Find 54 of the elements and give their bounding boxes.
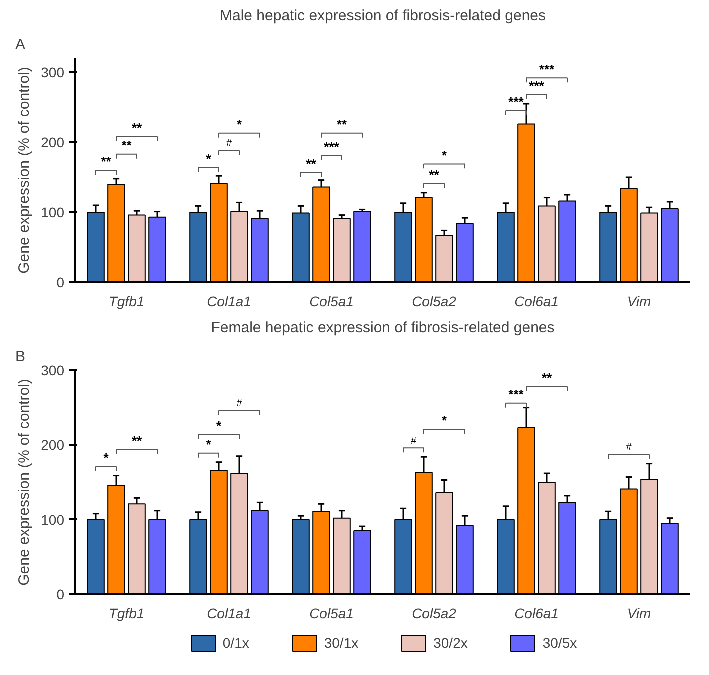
x-tick-label: Col1a1 (207, 294, 252, 310)
annotation: * (442, 148, 448, 163)
annotation: ** (132, 433, 143, 448)
y-tick-label: 100 (41, 204, 65, 220)
text: B (16, 348, 26, 366)
y-tick-label: 0 (56, 586, 65, 602)
x-tick-label: Col5a1 (310, 606, 354, 622)
annotation: * (206, 437, 212, 452)
x-tick-label: Col5a2 (412, 294, 457, 310)
annotation: * (104, 450, 110, 466)
x-tick-label: Col5a1 (310, 294, 354, 310)
y-tick-label: 100 (41, 512, 65, 528)
x-tick-label: Vim (627, 606, 652, 622)
annotation: ** (429, 167, 440, 182)
chart-title: Female hepatic expression of fibrosis-related genes (211, 320, 555, 336)
legend-label: 30/5x (542, 635, 578, 651)
legend-label: 30/1x (324, 635, 359, 651)
annotation: *** (508, 387, 525, 402)
annotation: * (206, 151, 212, 166)
y-tick-label: 200 (41, 134, 65, 150)
annotation: ** (336, 117, 348, 132)
annotation: * (216, 418, 222, 434)
annotation: ** (132, 120, 143, 136)
annotation: *** (539, 62, 556, 77)
annotation: ** (306, 156, 318, 172)
annotation: ** (101, 154, 112, 170)
annotation: # (236, 398, 243, 410)
y-axis-title: Gene expression (% of control) (16, 379, 34, 586)
annotation: # (226, 138, 232, 150)
annotation: * (236, 117, 243, 132)
y-tick-label: 0 (56, 274, 65, 290)
annotation: # (626, 442, 632, 454)
y-tick-label: 300 (41, 362, 65, 378)
x-tick-label: Tgfb1 (108, 294, 145, 310)
y-tick-label: 300 (41, 64, 65, 80)
annotation: ** (122, 138, 133, 154)
y-axis-title: Gene expression (% of control) (16, 67, 34, 274)
x-tick-label: Vim (627, 294, 652, 310)
legend-label: 30/2x (434, 635, 468, 651)
legend-label: 0/1x (222, 635, 250, 651)
annotation: * (442, 413, 448, 428)
annotation: *** (508, 94, 525, 110)
annotation: *** (324, 139, 340, 154)
x-tick-label: Col6a1 (514, 294, 559, 310)
text: A (16, 36, 26, 54)
x-tick-label: Col6a1 (514, 606, 559, 622)
chart-title: Male hepatic expression of fibrosis-related genes (220, 8, 546, 24)
annotation: *** (529, 78, 546, 94)
annotation: # (410, 436, 417, 447)
x-tick-label: Tgfb1 (108, 606, 145, 622)
annotation: ** (542, 370, 553, 386)
y-tick-label: 200 (41, 437, 65, 454)
x-tick-label: Col5a2 (412, 606, 457, 622)
x-tick-label: Col1a1 (207, 606, 252, 622)
